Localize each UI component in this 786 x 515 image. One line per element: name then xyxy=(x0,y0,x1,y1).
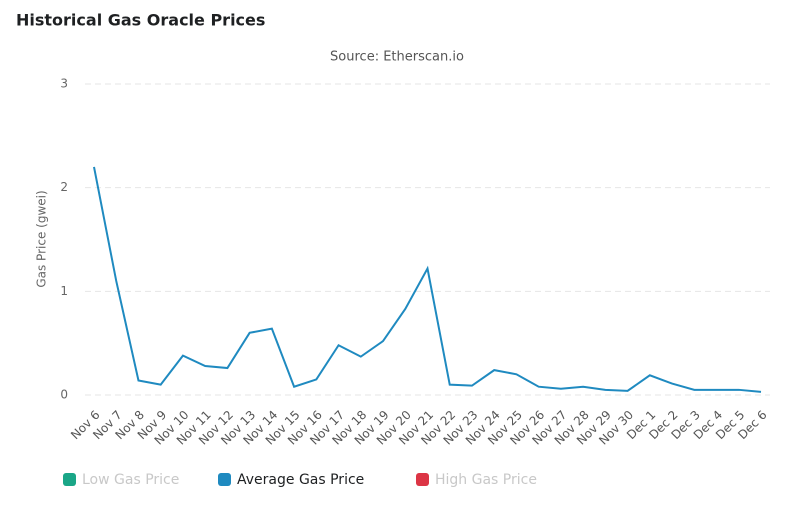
chart-subtitle: Source: Etherscan.io xyxy=(330,50,464,65)
legend-item[interactable]: High Gas Price xyxy=(416,472,537,488)
y-tick-label: 2 xyxy=(60,180,68,194)
legend-swatch xyxy=(416,473,429,486)
legend-swatch xyxy=(218,473,231,486)
line xyxy=(93,166,762,393)
legend-label: High Gas Price xyxy=(435,472,537,488)
legend-label: Average Gas Price xyxy=(237,472,364,488)
page-title: Historical Gas Oracle Prices xyxy=(16,11,265,30)
y-tick-label: 0 xyxy=(60,388,68,402)
legend-item[interactable]: Average Gas Price xyxy=(218,472,364,488)
legend-item[interactable]: Low Gas Price xyxy=(63,472,179,488)
y-tick-label: 3 xyxy=(60,77,68,91)
legend-label: Low Gas Price xyxy=(82,472,179,488)
legend-swatch xyxy=(63,473,76,486)
y-axis-label: Gas Price (gwei) xyxy=(35,190,49,287)
y-tick-label: 1 xyxy=(60,284,68,298)
